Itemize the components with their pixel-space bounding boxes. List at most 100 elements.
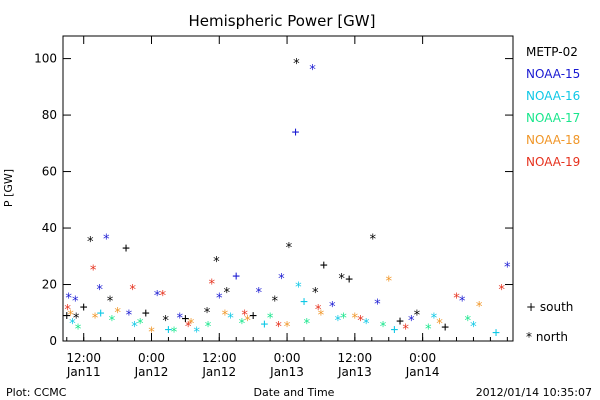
- x-axis: 12:00Jan110:00Jan1212:00Jan120:00Jan1312…: [66, 36, 508, 379]
- data-point: *: [498, 283, 506, 298]
- data-point: *: [413, 309, 421, 324]
- data-point: *: [153, 289, 161, 304]
- data-point: *: [283, 320, 291, 335]
- data-point: +: [165, 323, 173, 338]
- y-tick-label: 100: [34, 52, 57, 66]
- data-point: *: [227, 311, 235, 326]
- data-point: +: [142, 306, 150, 321]
- data-point: *: [379, 320, 387, 335]
- data-point: +: [97, 306, 105, 321]
- data-point: +: [441, 320, 449, 335]
- data-point: *: [238, 317, 246, 332]
- data-point: +: [492, 326, 500, 341]
- data-point: *: [314, 303, 322, 318]
- data-point: *: [277, 272, 285, 287]
- data-point: *: [275, 320, 283, 335]
- data-point: *: [203, 306, 211, 321]
- data-point: *: [255, 286, 263, 301]
- x-tick-label-date: Jan11: [66, 365, 101, 379]
- y-axis: 0 20 40 60 80 100: [34, 52, 513, 348]
- data-point: *: [271, 294, 279, 309]
- data-point: *: [148, 326, 156, 341]
- data-point: +: [261, 317, 269, 332]
- y-tick-label: 80: [42, 108, 57, 122]
- data-point: +: [232, 269, 240, 284]
- data-point: *: [106, 294, 114, 309]
- data-point: +: [300, 294, 308, 309]
- data-point: *: [357, 314, 365, 329]
- x-tick-label-date: Jan12: [201, 365, 236, 379]
- legend-entry: NOAA-16: [526, 89, 580, 103]
- plot-frame: [62, 35, 514, 342]
- data-point: *: [338, 272, 346, 287]
- x-tick-label-date: Jan13: [337, 365, 372, 379]
- data-point: *: [162, 314, 170, 329]
- y-tick-label: 60: [42, 165, 57, 179]
- data-point: +: [292, 125, 300, 140]
- data-point: *: [204, 320, 212, 335]
- data-point: *: [129, 283, 137, 298]
- x-tick-label-time: 12:00: [338, 351, 373, 365]
- data-point: *: [328, 300, 336, 315]
- data-point: *: [430, 311, 438, 326]
- data-point: *: [453, 292, 461, 307]
- chart-title: Hemispheric Power [GW]: [189, 12, 376, 30]
- data-point: +: [63, 309, 71, 324]
- data-point: *: [475, 300, 483, 315]
- data-point: *: [125, 309, 133, 324]
- data-point: *: [458, 294, 466, 309]
- data-point: *: [72, 311, 80, 326]
- data-point: *: [114, 306, 122, 321]
- y-tick-label: 0: [49, 334, 57, 348]
- marker-legend: + south * north: [526, 300, 573, 344]
- data-point: *: [317, 309, 325, 324]
- data-point: *: [293, 57, 301, 72]
- data-point: *: [91, 311, 99, 326]
- data-point: *: [131, 320, 139, 335]
- data-point: *: [67, 309, 75, 324]
- data-point: *: [89, 263, 97, 278]
- data-point: *: [215, 292, 223, 307]
- y-axis-label: P [GW]: [2, 169, 15, 207]
- legend-entry: METP-02: [526, 45, 578, 59]
- data-points: + *+**++* + ***+****+* +*+ *+********+**+** **…: [63, 57, 511, 340]
- data-point: +: [390, 323, 398, 338]
- x-tick-label-date: Jan13: [269, 365, 304, 379]
- data-point: +: [80, 300, 88, 315]
- data-point: *: [294, 280, 302, 295]
- data-point: +: [122, 241, 130, 256]
- data-point: *: [407, 314, 415, 329]
- x-tick-label-time: 0:00: [274, 351, 301, 365]
- data-point: *: [374, 297, 382, 312]
- data-point: *: [213, 255, 221, 270]
- data-point: *: [223, 286, 231, 301]
- legend-entry: NOAA-17: [526, 111, 580, 125]
- data-point: *: [351, 311, 359, 326]
- legend: METP-02 NOAA-15 NOAA-16 NOAA-17 NOAA-18 NOAA-…: [526, 45, 580, 169]
- marker-legend-entry: * north: [526, 330, 568, 344]
- legend-entry: NOAA-19: [526, 155, 580, 169]
- data-point: *: [108, 314, 116, 329]
- data-point: *: [64, 303, 72, 318]
- data-point: +: [249, 309, 257, 324]
- data-point: *: [71, 294, 79, 309]
- data-point: *: [221, 309, 229, 324]
- marker-legend-entry: + south: [526, 300, 573, 314]
- data-point: *: [102, 232, 110, 247]
- data-point: +: [181, 311, 189, 326]
- data-point: *: [334, 314, 342, 329]
- data-point: *: [176, 311, 184, 326]
- data-point: *: [285, 241, 293, 256]
- data-point: *: [385, 275, 393, 290]
- data-point: *: [159, 289, 167, 304]
- data-point: *: [402, 323, 410, 338]
- data-point: *: [424, 323, 432, 338]
- data-point: *: [309, 63, 317, 78]
- data-point: *: [266, 311, 274, 326]
- x-axis-label: Date and Time: [254, 386, 335, 399]
- data-point: *: [436, 317, 444, 332]
- data-point: *: [362, 317, 370, 332]
- data-point: *: [464, 314, 472, 329]
- data-point: +: [320, 258, 328, 273]
